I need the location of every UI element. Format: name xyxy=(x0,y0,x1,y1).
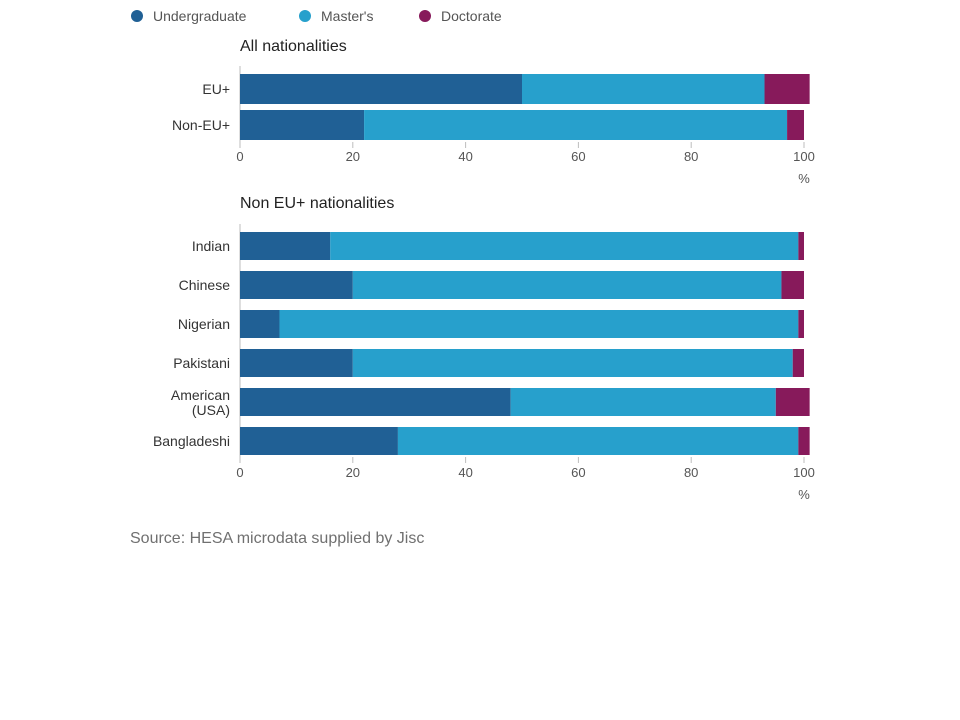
category-label-pakistani: Pakistani xyxy=(173,355,230,371)
bar-non-eu-undergraduate xyxy=(240,110,365,140)
x-tick-label-0: 0 xyxy=(236,149,243,164)
legend-swatch-doctorate xyxy=(419,10,431,22)
bar-eu-doctorate xyxy=(764,74,810,104)
category-label-indian: Indian xyxy=(192,238,230,254)
bar-indian-undergraduate xyxy=(240,232,331,260)
x-tick-label-100: 100 xyxy=(793,149,815,164)
legend-swatch-undergraduate xyxy=(131,10,143,22)
panel-title: Non EU+ nationalities xyxy=(240,195,394,212)
bar-eu-undergraduate xyxy=(240,74,522,104)
category-label-eu: EU+ xyxy=(202,81,230,97)
bar-chinese-undergraduate xyxy=(240,271,353,299)
x-tick-label-40: 40 xyxy=(458,465,472,480)
chart-panel-2: Non EU+ nationalities Indian Chinese Nigeri… xyxy=(153,195,815,502)
x-tick-label-60: 60 xyxy=(571,149,585,164)
bar-chinese-master-s xyxy=(352,271,782,299)
x-tick-label-20: 20 xyxy=(346,465,360,480)
legend-label-undergraduate: Undergraduate xyxy=(153,8,247,24)
chart-panels: All nationalities EU+ Non-EU+ 0 20 40 60 80 100%… xyxy=(153,38,815,502)
bar-pakistani-doctorate xyxy=(792,349,804,377)
bar-chinese-doctorate xyxy=(781,271,804,299)
category-label-nigerian: Nigerian xyxy=(178,316,230,332)
bar-non-eu-master-s xyxy=(364,110,788,140)
bar-american-usa-master-s xyxy=(510,388,776,416)
bar-indian-master-s xyxy=(330,232,799,260)
x-tick-label-40: 40 xyxy=(458,149,472,164)
bar-american-usa-doctorate xyxy=(775,388,810,416)
legend: Undergraduate Master's Doctorate xyxy=(131,8,502,24)
bar-pakistani-master-s xyxy=(352,349,793,377)
x-tick-label-20: 20 xyxy=(346,149,360,164)
category-label-chinese: Chinese xyxy=(179,277,231,293)
x-tick-label-100: 100 xyxy=(793,465,815,480)
x-tick-label-80: 80 xyxy=(684,149,698,164)
category-label-non-eu: Non-EU+ xyxy=(172,117,230,133)
bar-bangladeshi-undergraduate xyxy=(240,427,398,455)
bar-indian-doctorate xyxy=(798,232,804,260)
x-axis-unit: % xyxy=(798,171,810,186)
bar-nigerian-undergraduate xyxy=(240,310,280,338)
chart-panel-1: All nationalities EU+ Non-EU+ 0 20 40 60 80 100% xyxy=(172,38,815,186)
bar-american-usa-undergraduate xyxy=(240,388,511,416)
x-axis-unit: % xyxy=(798,487,810,502)
bar-non-eu-doctorate xyxy=(787,110,804,140)
legend-swatch-master-s xyxy=(299,10,311,22)
bar-nigerian-master-s xyxy=(279,310,799,338)
legend-label-doctorate: Doctorate xyxy=(441,8,502,24)
category-label-bangladeshi: Bangladeshi xyxy=(153,433,230,449)
bar-pakistani-undergraduate xyxy=(240,349,353,377)
legend-label-master-s: Master's xyxy=(321,8,373,24)
bar-bangladeshi-doctorate xyxy=(798,427,810,455)
bar-eu-master-s xyxy=(522,74,765,104)
bar-nigerian-doctorate xyxy=(798,310,804,338)
source-note: Source: HESA microdata supplied by Jisc xyxy=(130,530,424,547)
x-tick-label-60: 60 xyxy=(571,465,585,480)
panel-title: All nationalities xyxy=(240,38,347,55)
x-tick-label-80: 80 xyxy=(684,465,698,480)
bar-bangladeshi-master-s xyxy=(397,427,799,455)
x-tick-label-0: 0 xyxy=(236,465,243,480)
category-label-american-usa: American (USA) xyxy=(171,387,230,418)
